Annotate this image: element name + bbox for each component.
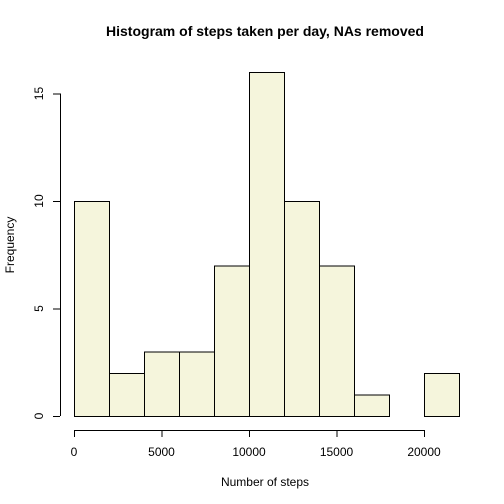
histogram-bar-8 <box>354 394 390 417</box>
histogram-bar-10 <box>424 373 460 417</box>
histogram-bar-4 <box>214 265 250 417</box>
y-tick-label-1: 5 <box>32 305 46 312</box>
bars-group <box>74 72 460 417</box>
y-tick-label-3: 15 <box>32 87 46 101</box>
chart-title: Histogram of steps taken per day, NAs re… <box>106 23 424 39</box>
histogram-bar-0 <box>74 201 110 417</box>
histogram-bar-1 <box>109 373 145 417</box>
y-axis-label: Frequency <box>3 217 17 274</box>
histogram-bar-2 <box>144 351 180 417</box>
histogram-bar-7 <box>319 265 355 417</box>
x-axis-label: Number of steps <box>221 475 309 489</box>
x-tick-label-3: 15000 <box>320 445 354 459</box>
x-tick-label-2: 10000 <box>232 445 266 459</box>
histogram-bar-5 <box>249 72 285 417</box>
y-tick-label-0: 0 <box>32 412 46 419</box>
y-axis: 0 5 10 15 <box>32 87 61 419</box>
histogram-bar-3 <box>179 351 215 417</box>
y-tick-label-2: 10 <box>32 194 46 208</box>
x-tick-label-4: 20000 <box>407 445 441 459</box>
x-tick-label-0: 0 <box>71 445 78 459</box>
x-tick-label-1: 5000 <box>148 445 175 459</box>
histogram-bar-6 <box>284 201 320 417</box>
x-axis: 0 5000 10000 15000 20000 <box>71 430 441 459</box>
